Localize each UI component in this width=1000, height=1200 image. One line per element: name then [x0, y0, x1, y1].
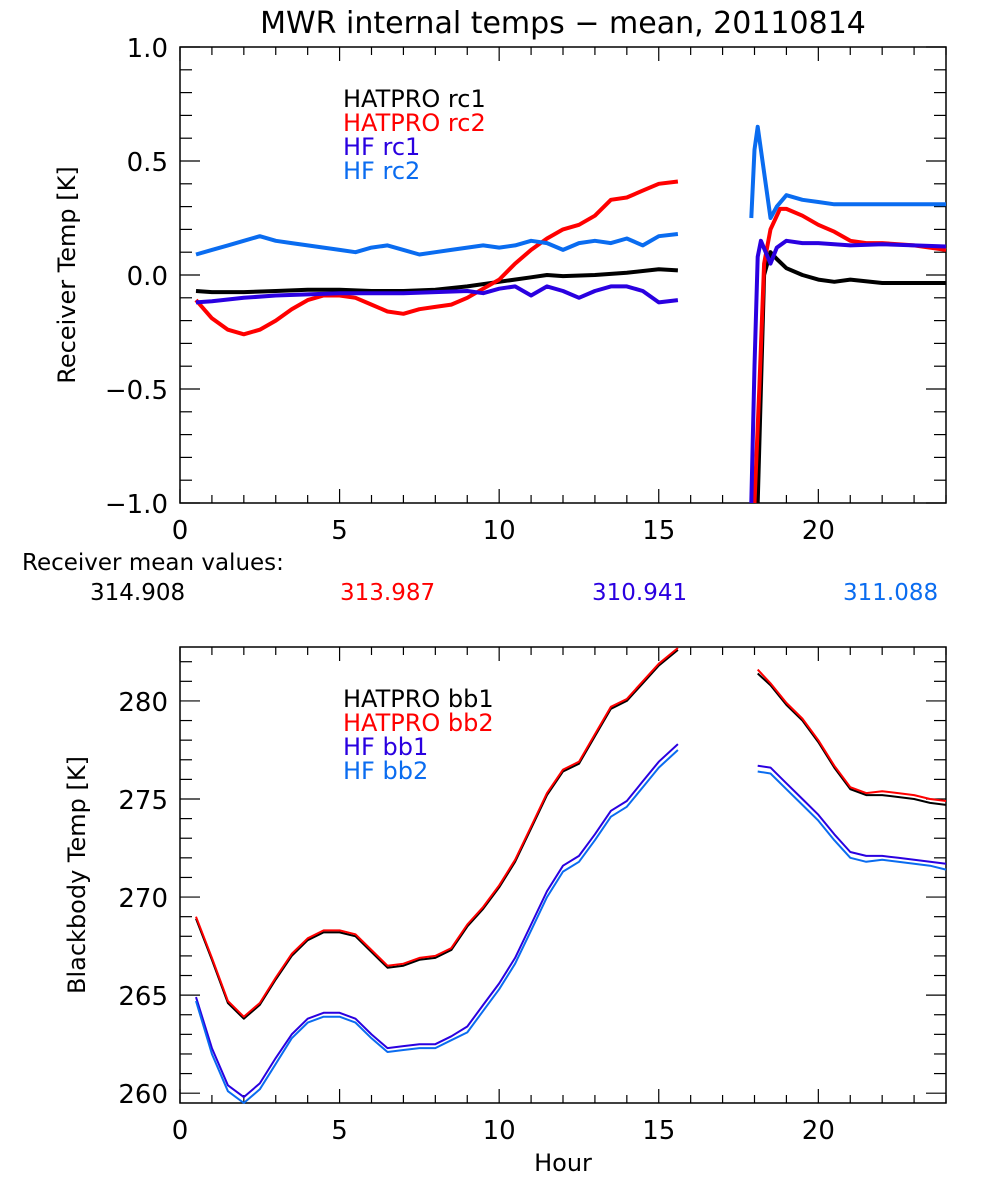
series-line [195, 284, 679, 305]
legend-entry: HATPRO rc2 [343, 109, 486, 137]
receiver-temp-panel: 0 5 10 15 20 −1.0 −0.5 0.0 0.5 1.0 Receiver Temp [… [53, 34, 947, 546]
series-line [757, 764, 947, 865]
series-hf-bb2 [195, 749, 947, 1104]
x-tick-label: 5 [331, 1116, 348, 1146]
x-tick-label: 15 [642, 1116, 675, 1146]
x-tick-label: 15 [642, 516, 675, 546]
mean-value-hf-rc1: 310.941 [592, 580, 687, 606]
y-tick-label: 270 [118, 884, 168, 914]
legend-entry: HF bb1 [343, 733, 428, 761]
series-line [194, 179, 679, 337]
legend-entry: HF rc2 [343, 157, 420, 185]
y-tick-label: −0.5 [105, 376, 168, 406]
series-line [756, 668, 947, 802]
y-tick-label: 275 [118, 786, 168, 816]
legend-entry: HATPRO bb1 [343, 685, 494, 713]
series-line [757, 672, 947, 806]
y-tick-label: −1.0 [105, 490, 168, 520]
y-tick-label: 1.0 [127, 34, 168, 64]
y-axis-label: Receiver Temp [K] [53, 166, 81, 384]
x-tick-label: 10 [483, 1116, 516, 1146]
x-tick-label: 20 [802, 516, 835, 546]
series-line [749, 238, 947, 504]
series-line [195, 267, 679, 295]
y-tick-label: 280 [118, 688, 168, 718]
series-hf-rc1 [195, 238, 947, 504]
mean-value-hf-rc2: 311.088 [843, 580, 938, 606]
x-tick-label: 0 [172, 516, 189, 546]
series-hatpro-rc2 [194, 179, 947, 504]
legend-entry: HF rc1 [343, 133, 420, 161]
series-line [195, 232, 679, 257]
blackbody-temp-panel: 0 5 10 15 20 260 265 270 275 280 Blackbody Temp [K… [63, 646, 947, 1177]
mean-value-hatpro-rc1: 314.908 [90, 580, 185, 606]
y-tick-label: 265 [118, 982, 168, 1012]
y-axis-label: Blackbody Temp [K] [63, 756, 91, 994]
mean-values-label: Receiver mean values: [22, 550, 284, 576]
x-axis-label: Hour [534, 1149, 592, 1177]
x-tick-label: 20 [802, 1116, 835, 1146]
mean-value-hatpro-rc2: 313.987 [340, 580, 435, 606]
series-hatpro-rc1 [195, 250, 946, 504]
series-line [757, 770, 947, 871]
y-tick-label: 0.0 [127, 262, 168, 292]
legend-entry: HATPRO rc1 [343, 85, 486, 113]
series-line [752, 206, 947, 504]
legend-entry: HATPRO bb2 [343, 709, 494, 737]
x-tick-label: 5 [331, 516, 348, 546]
series-line [195, 743, 679, 1099]
series-line [755, 250, 946, 504]
x-tick-label: 0 [172, 1116, 189, 1146]
series-hatpro-bb2 [195, 647, 947, 1018]
y-tick-label: 0.5 [127, 148, 168, 178]
series-line [195, 647, 679, 1018]
y-tick-label: 260 [118, 1080, 168, 1110]
figure-title: MWR internal temps − mean, 20110814 [260, 6, 866, 41]
series-hf-rc2 [195, 124, 946, 257]
series-line [749, 124, 946, 220]
series-line [195, 749, 679, 1104]
series-hf-bb1 [195, 743, 947, 1099]
legend-entry: HF bb2 [343, 757, 428, 785]
x-tick-label: 10 [483, 516, 516, 546]
